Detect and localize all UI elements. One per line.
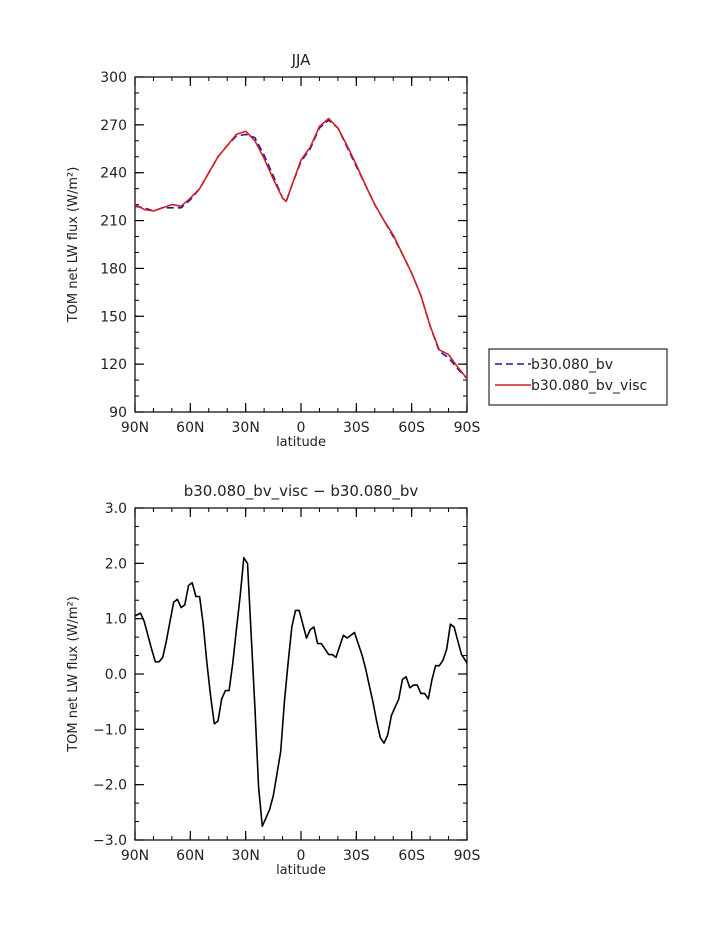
plot-frame — [134, 507, 468, 841]
x-tick-label: 90N — [121, 848, 149, 864]
x-tick-label: 0 — [297, 420, 306, 436]
x-tick-label: 60N — [176, 848, 204, 864]
y-tick-label: 90 — [109, 405, 127, 421]
plot-frame — [134, 76, 468, 413]
x-tick-label: 30S — [343, 848, 370, 864]
y-axis-label: TOM net LW flux (W/m²) — [66, 167, 81, 324]
x-tick-label: 30N — [232, 420, 260, 436]
top-plot: JJA 90N 60N 30N 0 30S 60S 90S 90 120 150 180 210 240 2… — [66, 51, 668, 450]
legend: b30.080_bv b30.080_bv_visc — [488, 348, 668, 406]
x-tick-label: 60S — [398, 848, 425, 864]
series-line-1 — [134, 117, 468, 380]
y-tick-label: 1.0 — [105, 612, 127, 628]
x-tick-label: 30S — [343, 420, 370, 436]
bottom-plot: b30.080_bv_visc − b30.080_bv 90N 60N 30N 0 30… — [66, 482, 480, 878]
y-tick-label: 150 — [100, 309, 127, 325]
y-tick-label: 0.0 — [105, 667, 127, 683]
y-tick-label: 210 — [100, 214, 127, 230]
y-axis-label: TOM net LW flux (W/m²) — [66, 596, 81, 753]
y-tick-label: 270 — [100, 118, 127, 134]
y-tick-label: 2.0 — [105, 556, 127, 572]
x-tick-label: 90S — [454, 420, 481, 436]
x-axis-label: latitude — [276, 435, 326, 450]
x-tick-label: 0 — [297, 848, 306, 864]
x-tick-label: 60N — [176, 420, 204, 436]
legend-box — [488, 348, 668, 406]
y-tick-label: 240 — [100, 166, 127, 182]
y-tick-label: 300 — [100, 70, 127, 86]
y-tick-label: −1.0 — [93, 722, 127, 738]
chart-title: b30.080_bv_visc − b30.080_bv — [184, 482, 419, 501]
y-tick-label: 3.0 — [105, 501, 127, 517]
x-tick-label: 90S — [454, 848, 481, 864]
series-line-0 — [134, 556, 468, 828]
y-tick-label: −2.0 — [93, 778, 127, 794]
x-axis-label: latitude — [276, 863, 326, 878]
y-tick-label: 120 — [100, 357, 127, 373]
x-tick-label: 90N — [121, 420, 149, 436]
y-tick-label: −3.0 — [93, 833, 127, 849]
legend-label: b30.080_bv — [531, 357, 613, 373]
y-tick-label: 180 — [100, 261, 127, 277]
x-tick-label: 30N — [232, 848, 260, 864]
legend-label: b30.080_bv_visc — [531, 378, 647, 394]
x-tick-label: 60S — [398, 420, 425, 436]
chart-title: JJA — [291, 51, 312, 69]
